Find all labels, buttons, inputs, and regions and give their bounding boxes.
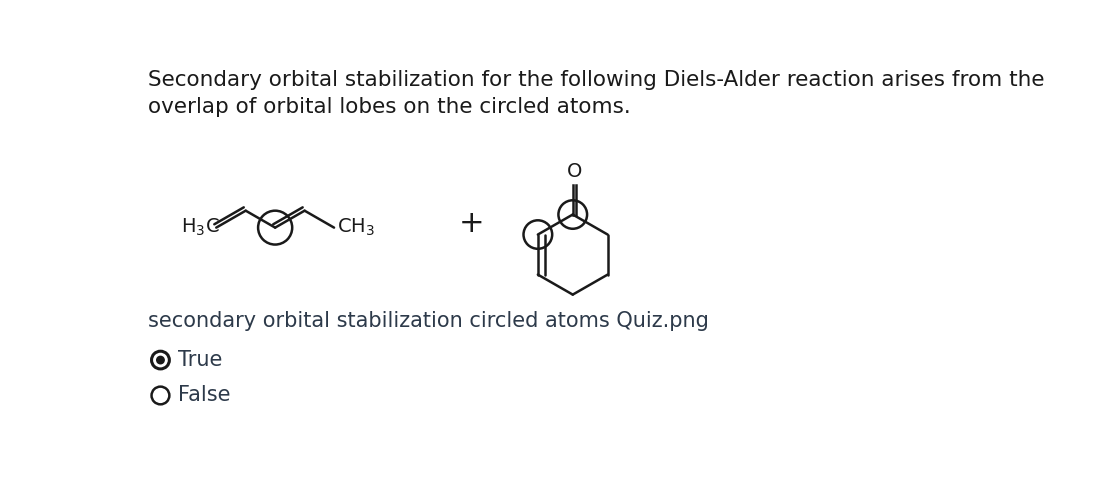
Text: O: O xyxy=(566,162,582,181)
Text: secondary orbital stabilization circled atoms Quiz.png: secondary orbital stabilization circled … xyxy=(148,311,709,331)
Text: CH$_3$: CH$_3$ xyxy=(337,217,375,238)
Text: True: True xyxy=(178,350,222,370)
Circle shape xyxy=(157,356,165,365)
Text: Secondary orbital stabilization for the following Diels-Alder reaction arises fr: Secondary orbital stabilization for the … xyxy=(148,70,1045,90)
Text: False: False xyxy=(178,385,230,405)
Text: +: + xyxy=(460,209,485,238)
Text: H$_3$C: H$_3$C xyxy=(181,217,220,238)
Text: overlap of orbital lobes on the circled atoms.: overlap of orbital lobes on the circled … xyxy=(148,97,630,117)
